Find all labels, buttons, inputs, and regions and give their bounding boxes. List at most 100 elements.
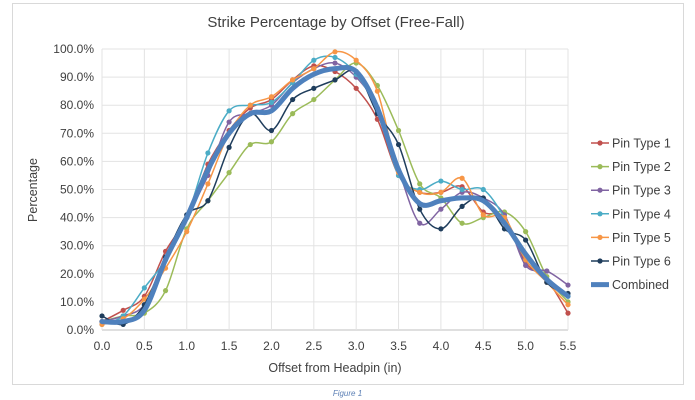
legend-marker (597, 164, 603, 170)
data-point (480, 212, 486, 218)
legend-item: Pin Type 2 (591, 160, 671, 174)
data-point (523, 262, 529, 268)
data-point (205, 198, 211, 204)
y-tick-label: 80.0% (60, 98, 94, 112)
data-point (99, 313, 105, 319)
y-tick-label: 40.0% (60, 211, 94, 225)
data-point (565, 282, 571, 288)
data-point (332, 49, 338, 55)
data-point (290, 77, 296, 83)
legend-label: Pin Type 4 (612, 207, 671, 221)
legend-label: Pin Type 5 (612, 231, 671, 245)
data-point (311, 85, 317, 91)
data-point (247, 102, 253, 108)
data-point (417, 220, 423, 226)
x-tick-label: 5.5 (560, 339, 577, 353)
legend-item: Pin Type 4 (591, 207, 671, 221)
x-tick-label: 2.5 (305, 339, 322, 353)
x-tick-label: 3.0 (348, 339, 365, 353)
data-point (480, 186, 486, 193)
legend-label: Combined (612, 278, 669, 292)
data-point (374, 88, 380, 94)
data-point (459, 203, 465, 209)
x-tick-label: 4.5 (475, 339, 492, 353)
x-tick-label: 1.5 (221, 339, 238, 353)
data-point (332, 60, 338, 66)
series-line (101, 50, 569, 326)
legend-marker (597, 234, 603, 240)
data-point (311, 96, 317, 103)
data-point (438, 189, 444, 195)
series-line (101, 62, 569, 323)
legend-label: Pin Type 2 (612, 160, 671, 174)
data-point (226, 144, 232, 150)
y-axis-label: Percentage (26, 158, 40, 222)
data-point (311, 66, 317, 72)
y-tick-label: 70.0% (60, 126, 94, 140)
x-tick-label: 0.5 (136, 339, 153, 353)
data-point (268, 94, 275, 100)
data-point (353, 57, 359, 63)
chart-frame (12, 3, 684, 385)
legend-label: Pin Type 3 (612, 184, 671, 198)
data-point (332, 77, 338, 83)
series-pin-type-5 (99, 49, 571, 327)
data-point (353, 85, 359, 91)
data-point (459, 220, 465, 226)
legend-item: Pin Type 6 (591, 255, 671, 269)
data-point (141, 296, 147, 302)
data-point (162, 288, 169, 294)
legend-item: Pin Type 3 (591, 184, 671, 198)
y-tick-label: 60.0% (60, 154, 94, 168)
chart-title: Strike Percentage by Offset (Free-Fall) (207, 14, 464, 31)
data-point (523, 229, 529, 235)
data-point (459, 175, 465, 181)
series-pin-type-2 (99, 60, 571, 325)
data-point (247, 141, 253, 148)
series-line (101, 64, 569, 323)
data-point (290, 111, 296, 117)
data-point (459, 186, 465, 193)
data-point (417, 206, 423, 212)
series-pin-type-3 (99, 60, 571, 325)
legend-item: Combined (591, 278, 669, 292)
y-tick-label: 50.0% (60, 183, 94, 197)
data-point (268, 127, 275, 134)
data-point (544, 268, 550, 274)
data-point (417, 181, 423, 187)
series-line (99, 64, 571, 325)
data-point (438, 226, 444, 232)
data-point (268, 99, 275, 105)
x-tick-label: 4.0 (433, 339, 450, 353)
legend-marker (597, 187, 603, 193)
data-point (311, 57, 317, 63)
data-point (205, 181, 211, 187)
data-point (565, 310, 571, 316)
legend-marker (597, 211, 603, 217)
series-line (101, 55, 569, 326)
data-point (184, 229, 190, 235)
data-point (268, 139, 275, 145)
data-point (141, 285, 147, 291)
data-point (226, 170, 232, 176)
x-tick-label: 2.0 (263, 339, 280, 353)
series-combined (99, 64, 571, 325)
y-tick-label: 90.0% (60, 70, 94, 84)
data-point (438, 178, 444, 184)
data-point (226, 108, 232, 114)
y-tick-label: 30.0% (60, 239, 94, 253)
data-point (226, 119, 232, 125)
x-tick-label: 5.0 (517, 339, 534, 353)
figure-caption: Figure 1 (332, 389, 363, 398)
x-axis-label: Offset from Headpin (in) (268, 361, 401, 375)
series-pin-type-4 (99, 54, 571, 327)
y-tick-label: 100.0% (53, 42, 94, 56)
data-point (523, 237, 529, 243)
data-point (205, 150, 211, 156)
y-tick-label: 20.0% (60, 267, 94, 281)
series-pin-type-6 (99, 68, 571, 327)
legend-label: Pin Type 6 (612, 255, 671, 269)
data-point (395, 127, 402, 134)
legend-marker (597, 258, 603, 264)
